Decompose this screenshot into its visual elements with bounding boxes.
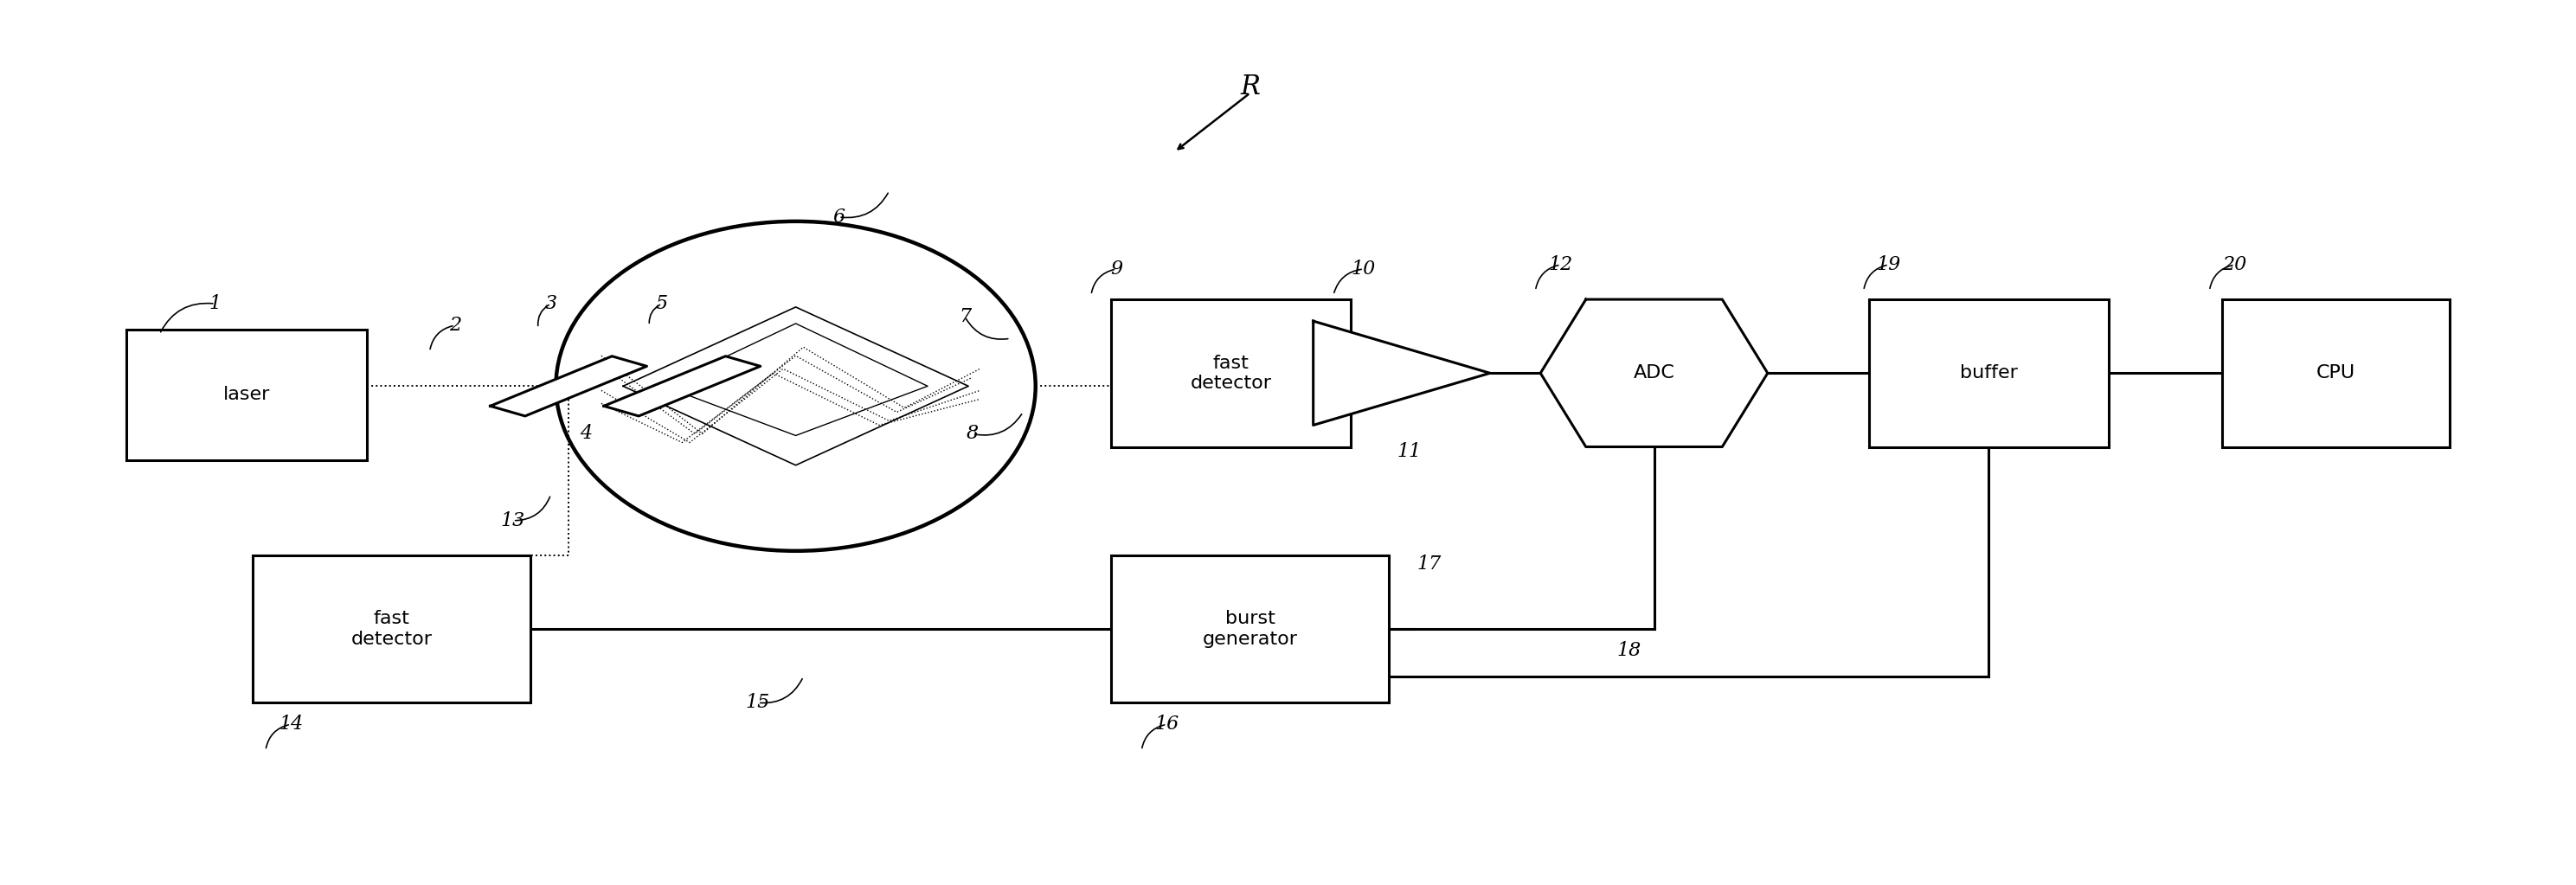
Text: burst
generator: burst generator <box>1203 611 1298 648</box>
Text: 1: 1 <box>209 294 222 313</box>
Polygon shape <box>603 356 760 416</box>
Text: 17: 17 <box>1417 554 1443 573</box>
Text: 15: 15 <box>744 693 770 712</box>
Text: 7: 7 <box>958 307 971 327</box>
Text: CPU: CPU <box>2316 365 2354 381</box>
Bar <box>1110 299 1352 447</box>
Text: fast
detector: fast detector <box>350 611 433 648</box>
Text: buffer: buffer <box>1960 365 2017 381</box>
Text: 12: 12 <box>1548 255 1574 274</box>
Text: 4: 4 <box>580 424 592 443</box>
Text: 5: 5 <box>657 294 667 313</box>
Bar <box>2223 299 2450 447</box>
Bar <box>1868 299 2107 447</box>
Text: 10: 10 <box>1352 259 1376 279</box>
Text: 16: 16 <box>1154 715 1180 734</box>
Text: 6: 6 <box>832 207 845 227</box>
Polygon shape <box>1314 321 1489 425</box>
Text: fast
detector: fast detector <box>1190 354 1273 392</box>
Bar <box>1110 555 1388 703</box>
Text: 19: 19 <box>1875 255 1901 274</box>
Text: 3: 3 <box>544 294 556 313</box>
Text: 14: 14 <box>278 715 304 734</box>
Bar <box>252 555 531 703</box>
Text: ADC: ADC <box>1633 365 1674 381</box>
Polygon shape <box>489 356 647 416</box>
Text: 20: 20 <box>2223 255 2246 274</box>
Text: 2: 2 <box>448 316 461 335</box>
Text: 8: 8 <box>966 424 979 443</box>
Bar <box>126 330 366 460</box>
Text: 11: 11 <box>1396 442 1422 461</box>
Polygon shape <box>1540 299 1767 447</box>
Text: 18: 18 <box>1618 641 1641 660</box>
Text: R: R <box>1239 73 1260 100</box>
Ellipse shape <box>556 221 1036 550</box>
Text: 9: 9 <box>1110 259 1123 279</box>
Text: laser: laser <box>224 386 270 404</box>
Text: 13: 13 <box>500 511 526 530</box>
